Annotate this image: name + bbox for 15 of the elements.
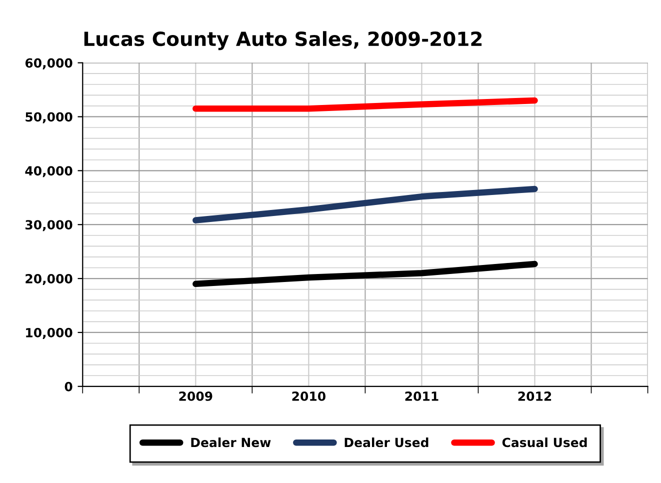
x-tick-label: 2010	[292, 391, 326, 401]
y-tick-label: 30,000	[26, 220, 72, 232]
y-tick-label: 0	[64, 382, 72, 392]
y-tick-label: 50,000	[26, 112, 72, 124]
y-tick-label: 20,000	[26, 274, 72, 286]
y-tick-label: 40,000	[25, 166, 72, 178]
chart-title: Lucas County Auto Sales, 2009-2012	[84, 31, 482, 50]
legend-label: Casual Used	[502, 438, 587, 448]
x-tick-label: 2009	[179, 391, 212, 401]
y-tick-label: 60,000	[25, 58, 72, 70]
y-tick-label: 10,000	[26, 328, 72, 339]
legend-label: Dealer New	[191, 438, 271, 448]
x-tick-label: 2011	[405, 391, 438, 401]
x-tick-label: 2012	[518, 391, 552, 401]
legend-label: Dealer Used	[344, 438, 428, 448]
